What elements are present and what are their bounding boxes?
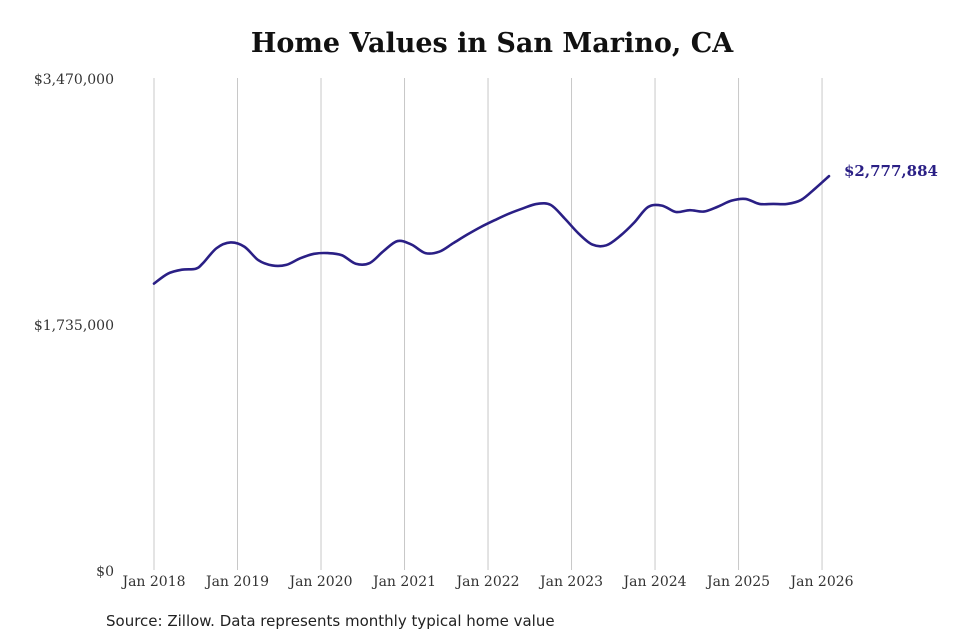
x-tick-label: Jan 2018: [120, 574, 185, 590]
x-axis-tick-labels: Jan 2018 Jan 2019 Jan 2020 Jan 2021 Jan 2022…: [120, 574, 853, 590]
x-tick-label: Jan 2021: [371, 574, 436, 590]
series-layer: [152, 174, 831, 285]
x-tick-label: Jan 2025: [705, 574, 770, 590]
y-tick-label: $1,735,000: [34, 318, 114, 334]
end-value-label-layer: $2,777,884: [844, 162, 938, 180]
x-tick-label: Jan 2019: [204, 574, 269, 590]
y-axis-tick-labels: $0 $1,735,000 $3,470,000: [34, 72, 114, 580]
x-tick-label: Jan 2026: [789, 574, 854, 590]
chart-title: Home Values in San Marino, CA: [250, 28, 734, 59]
vertical-gridlines: [153, 78, 823, 570]
y-tick-label: $0: [96, 564, 114, 580]
source-note: Source: Zillow. Data represents monthly …: [106, 612, 555, 630]
end-value-label: $2,777,884: [844, 162, 938, 180]
x-tick-label: Jan 2024: [621, 574, 686, 590]
x-tick-label: Jan 2023: [538, 574, 603, 590]
x-tick-label: Jan 2022: [454, 574, 519, 590]
y-tick-label: $3,470,000: [34, 72, 114, 88]
series-line-0: [152, 174, 831, 285]
x-tick-label: Jan 2020: [287, 574, 352, 590]
